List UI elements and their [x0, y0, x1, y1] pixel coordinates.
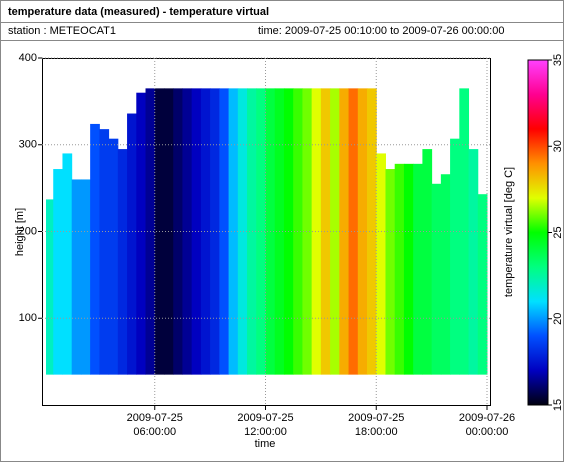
- cell: [99, 129, 110, 375]
- x-tick-label: 2009-07-26: [459, 412, 515, 424]
- x-axis-label: time: [255, 438, 276, 450]
- station: station : METEOCAT1: [8, 25, 116, 37]
- cell: [357, 88, 368, 375]
- cell: [339, 88, 350, 375]
- cell: [385, 169, 396, 375]
- cell: [431, 183, 442, 375]
- cell: [422, 149, 433, 375]
- cell: [376, 153, 386, 375]
- time-range: time: 2009-07-25 00:10:00 to 2009-07-26 …: [258, 25, 504, 37]
- cell: [247, 88, 257, 375]
- x-tick-label: 00:00:00: [466, 426, 509, 438]
- cell: [440, 174, 451, 375]
- cell: [311, 88, 322, 375]
- cell: [403, 163, 414, 375]
- x-tick-label: 18:00:00: [355, 426, 398, 438]
- cell: [62, 153, 73, 375]
- title: temperature data (measured) - temperatur…: [8, 6, 269, 18]
- cell: [413, 163, 423, 375]
- y-axis-label: height [m]: [14, 208, 26, 256]
- cell: [117, 149, 128, 375]
- colorbar-tick-label: 30: [552, 140, 564, 152]
- cell: [136, 92, 147, 375]
- cell: [90, 123, 100, 375]
- colorbar-tick-label: 25: [552, 226, 564, 238]
- cell: [459, 88, 470, 375]
- cell: [127, 113, 137, 375]
- cell: [108, 138, 119, 375]
- colorbar-tick-label: 20: [552, 313, 564, 325]
- cell: [394, 163, 405, 375]
- colorbar-label: temperature virtual [deg C]: [503, 167, 515, 297]
- y-tick-label: 300: [19, 139, 37, 151]
- x-tick-label: 2009-07-25: [127, 412, 183, 424]
- cell: [219, 88, 230, 375]
- y-tick-label: 200: [19, 225, 37, 237]
- cell: [320, 88, 331, 375]
- x-tick-label: 06:00:00: [133, 426, 176, 438]
- cell: [302, 88, 313, 375]
- x-tick-label: 2009-07-25: [237, 412, 293, 424]
- cell: [477, 194, 488, 375]
- cell: [191, 88, 202, 375]
- cell: [330, 88, 340, 375]
- cell: [46, 199, 54, 375]
- x-tick-label: 12:00:00: [244, 426, 287, 438]
- cell: [450, 138, 460, 375]
- cell: [71, 179, 82, 375]
- cell: [367, 88, 377, 375]
- cell: [80, 179, 91, 375]
- cell: [468, 149, 479, 375]
- colorbar: [527, 59, 549, 406]
- cell: [228, 88, 239, 375]
- cell: [173, 88, 183, 375]
- cell: [210, 88, 220, 375]
- y-tick-label: 400: [19, 52, 37, 64]
- cell: [53, 169, 63, 375]
- y-tick-label: 100: [19, 312, 37, 324]
- cell: [348, 88, 359, 375]
- cell: [200, 88, 211, 375]
- cell: [237, 88, 248, 375]
- colorbar-tick-label: 35: [552, 54, 564, 66]
- cell: [182, 88, 193, 375]
- colorbar-tick-label: 15: [552, 399, 564, 411]
- cell: [293, 88, 303, 375]
- x-tick-label: 2009-07-25: [348, 412, 404, 424]
